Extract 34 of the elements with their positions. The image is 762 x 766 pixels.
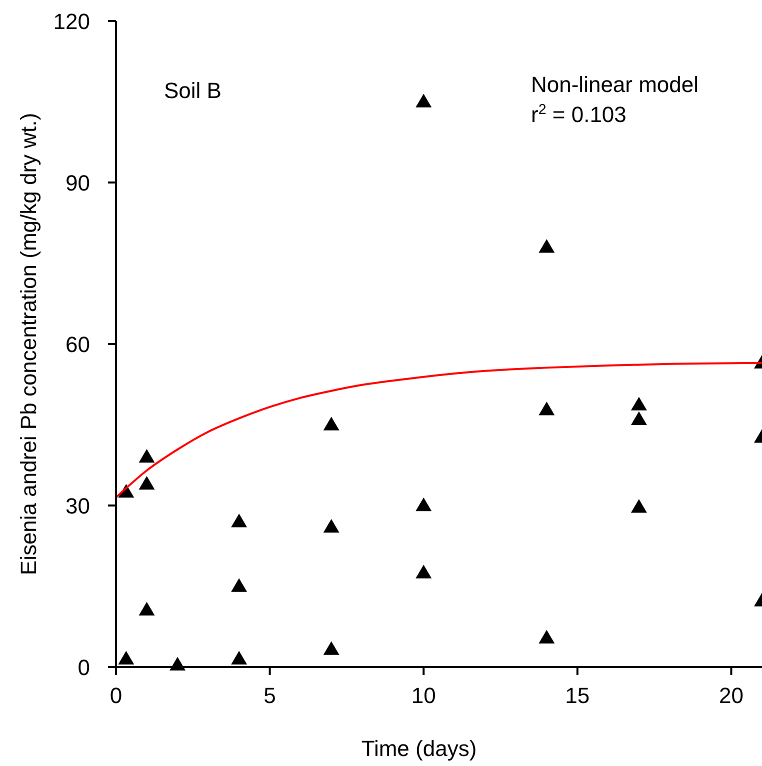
x-tick-label: 0 xyxy=(110,683,122,708)
point xyxy=(630,396,647,410)
point xyxy=(323,416,340,430)
point xyxy=(323,641,340,655)
y-axis-title: Eisenia andrei Pb concentration (mg/kg dry wt.) xyxy=(16,112,41,576)
point xyxy=(323,519,340,533)
y-tick-label: 0 xyxy=(78,655,90,680)
x-tick-label: 5 xyxy=(264,683,276,708)
point xyxy=(538,630,555,644)
y-tick-label: 60 xyxy=(66,332,90,357)
point xyxy=(138,476,155,490)
annotation: Non-linear model xyxy=(531,72,699,97)
point xyxy=(416,498,432,512)
x-tick-label: 20 xyxy=(718,683,744,708)
x-tick-label: 15 xyxy=(565,683,590,708)
y-tick-label: 120 xyxy=(53,9,90,34)
point xyxy=(231,514,248,528)
point xyxy=(538,239,555,253)
point xyxy=(538,402,555,416)
annotation: r$^{2}$ = 0.103 xyxy=(531,102,626,127)
x-axis-title: Time (days) xyxy=(361,736,477,761)
point xyxy=(630,499,647,513)
y-tick-label: 90 xyxy=(66,170,90,196)
point xyxy=(416,564,432,578)
point xyxy=(231,650,248,665)
point xyxy=(138,602,155,616)
annotation: Soil B xyxy=(164,78,222,103)
point xyxy=(138,449,155,463)
point xyxy=(118,650,134,665)
y-tick-label: 30 xyxy=(66,494,90,518)
point xyxy=(630,411,647,425)
point xyxy=(416,94,432,108)
point xyxy=(231,578,248,592)
x-tick-label: 10 xyxy=(411,683,436,708)
